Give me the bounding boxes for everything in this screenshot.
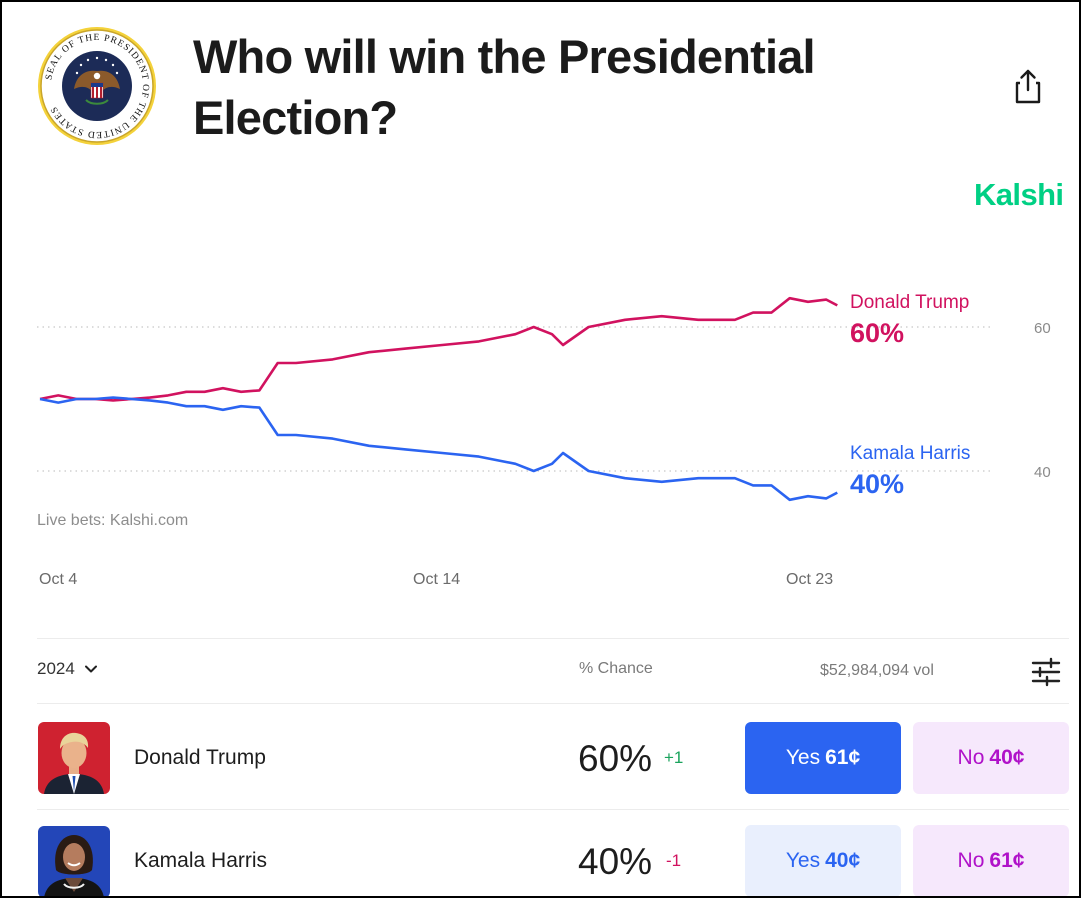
yes-label: Yes: [785, 746, 821, 769]
chance-column-header: % Chance: [579, 660, 653, 677]
y-tick-60: 60: [1034, 320, 1051, 337]
x-tick-oct-4: Oct 4: [39, 571, 78, 588]
x-tick-oct-14: Oct 14: [413, 571, 461, 588]
share-icon[interactable]: [1012, 68, 1044, 106]
sliders-icon[interactable]: [1031, 657, 1061, 687]
buy-no-button[interactable]: No 61¢: [913, 825, 1069, 896]
buy-yes-button[interactable]: Yes 61¢: [745, 722, 901, 794]
y-tick-40: 40: [1034, 464, 1051, 481]
volume-label: $52,984,094 vol: [820, 662, 934, 679]
yes-label: Yes: [785, 849, 821, 872]
buy-no-button[interactable]: No 40¢: [913, 722, 1069, 794]
presidential-seal-logo: SEAL OF THE PRESIDENT OF THE UNITED STAT…: [38, 27, 156, 145]
table-row-trump: Donald Trump 60% +1 Yes 61¢ No 40¢: [2, 707, 1079, 807]
series-name-harris: Kamala Harris: [850, 443, 971, 464]
x-tick-oct-23: Oct 23: [786, 571, 834, 588]
divider: [37, 638, 1069, 639]
price-history-chart: [37, 296, 994, 502]
no-label: No: [957, 746, 985, 769]
series-value-harris: 40%: [850, 469, 905, 499]
candidate-name: Donald Trump: [134, 746, 266, 769]
yes-price: 61¢: [825, 746, 861, 769]
chance-value: 40%: [578, 841, 653, 882]
chance-value: 60%: [578, 738, 653, 779]
chevron-down-icon: [84, 665, 97, 673]
series-value-trump: 60%: [850, 318, 905, 348]
yes-price: 40¢: [825, 849, 861, 872]
series-name-trump: Donald Trump: [850, 292, 970, 313]
table-row-harris: Kamala Harris 40% -1 Yes 40¢ No 61¢: [2, 810, 1079, 896]
divider: [37, 703, 1069, 704]
year-dropdown[interactable]: 2024: [37, 659, 97, 679]
avatar-harris: [38, 826, 110, 896]
no-price: 40¢: [989, 746, 1025, 769]
divider: [37, 809, 1069, 810]
series-line-trump: [39, 296, 838, 402]
market-title: Who will win the Presidential Election?: [193, 30, 816, 144]
chart-source-note: Live bets: Kalshi.com: [37, 512, 189, 529]
buy-yes-button[interactable]: Yes 40¢: [745, 825, 901, 896]
year-label: 2024: [37, 659, 75, 678]
kalshi-logo[interactable]: Kalshi: [974, 177, 1064, 212]
series-line-harris: [39, 396, 838, 502]
chance-delta: +1: [664, 748, 684, 767]
candidate-name: Kamala Harris: [134, 849, 268, 872]
chance-delta: -1: [666, 851, 682, 870]
avatar-trump: [38, 722, 110, 794]
no-price: 61¢: [989, 849, 1025, 872]
no-label: No: [957, 849, 985, 872]
